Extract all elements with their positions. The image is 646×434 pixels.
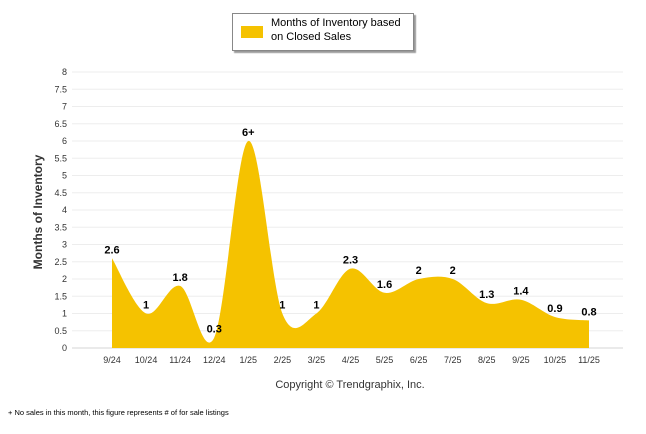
y-tick-label-13: 6.5	[54, 119, 67, 129]
data-label-2: 1.8	[172, 272, 187, 284]
data-label-11: 1.3	[479, 289, 494, 301]
x-tick-label-2: 11/24	[169, 355, 191, 365]
x-tick-label-8: 5/25	[376, 355, 394, 365]
data-label-10: 2	[450, 265, 456, 277]
legend: Months of Inventory based on Closed Sale…	[232, 13, 414, 51]
data-label-3: 0.3	[207, 324, 222, 336]
y-tick-label-4: 2	[62, 274, 67, 284]
y-tick-label-9: 4.5	[54, 188, 67, 198]
legend-label-line1: Months of Inventory based	[271, 17, 401, 29]
x-tick-label-4: 1/25	[240, 355, 258, 365]
data-label-5: 1	[279, 300, 285, 312]
x-tick-label-9: 6/25	[410, 355, 428, 365]
data-label-13: 0.9	[547, 303, 562, 315]
y-tick-label-11: 5.5	[54, 153, 67, 163]
legend-label: Months of Inventory based on Closed Sale…	[271, 16, 411, 44]
x-tick-label-3: 12/24	[203, 355, 226, 365]
x-tick-label-0: 9/24	[103, 355, 121, 365]
y-tick-label-1: 0.5	[54, 326, 67, 336]
data-label-7: 2.3	[343, 255, 358, 267]
data-label-8: 1.6	[377, 279, 392, 291]
data-label-0: 2.6	[104, 244, 119, 256]
data-label-12: 1.4	[513, 286, 529, 298]
y-tick-label-2: 1	[62, 309, 67, 319]
x-tick-label-11: 8/25	[478, 355, 496, 365]
data-label-1: 1	[143, 300, 149, 312]
data-label-6: 1	[313, 300, 319, 312]
area-series	[112, 140, 589, 348]
y-tick-label-12: 6	[62, 136, 67, 146]
y-tick-label-8: 4	[62, 205, 67, 215]
data-label-14: 0.8	[581, 306, 596, 318]
x-tick-label-10: 7/25	[444, 355, 462, 365]
legend-label-line2: on Closed Sales	[271, 31, 352, 43]
data-label-9: 2	[416, 265, 422, 277]
x-tick-label-1: 10/24	[135, 355, 158, 365]
area-fill	[112, 140, 589, 348]
y-tick-label-5: 2.5	[54, 257, 67, 267]
x-axis-ticks: 9/24 10/24 11/24 12/24 1/25 2/25 3/25 4/25 5/25 6…	[103, 355, 600, 365]
y-axis-title: Months of Inventory	[31, 154, 45, 269]
copyright-annotation: Copyright © Trendgraphix, Inc.	[275, 379, 424, 391]
data-label-4: 6+	[242, 127, 255, 139]
y-tick-label-16: 8	[62, 67, 67, 77]
y-tick-label-6: 3	[62, 240, 67, 250]
x-tick-label-14: 11/25	[578, 355, 600, 365]
y-tick-label-15: 7.5	[54, 84, 67, 94]
x-tick-label-13: 10/25	[544, 355, 567, 365]
x-tick-label-7: 4/25	[342, 355, 360, 365]
legend-swatch	[241, 26, 263, 38]
x-tick-label-5: 2/25	[274, 355, 292, 365]
y-tick-label-10: 5	[62, 171, 67, 181]
y-axis-ticks: 0 0.5 1 1.5 2 2.5 3 3.5 4 4.5 5 5.5 6 6.5 7 7.5 8	[54, 67, 67, 353]
y-tick-label-3: 1.5	[54, 291, 67, 301]
x-tick-label-6: 3/25	[308, 355, 326, 365]
x-tick-label-12: 9/25	[512, 355, 530, 365]
y-tick-label-0: 0	[62, 343, 67, 353]
y-tick-label-14: 7	[62, 102, 67, 112]
y-tick-label-7: 3.5	[54, 222, 67, 232]
footnote: + No sales in this month, this figure re…	[8, 408, 229, 417]
data-labels: 2.6 1 1.8 0.3 6+ 1 1 2.3 1.6 2 2 1.3 1.4 0.9 0.8	[104, 127, 596, 336]
